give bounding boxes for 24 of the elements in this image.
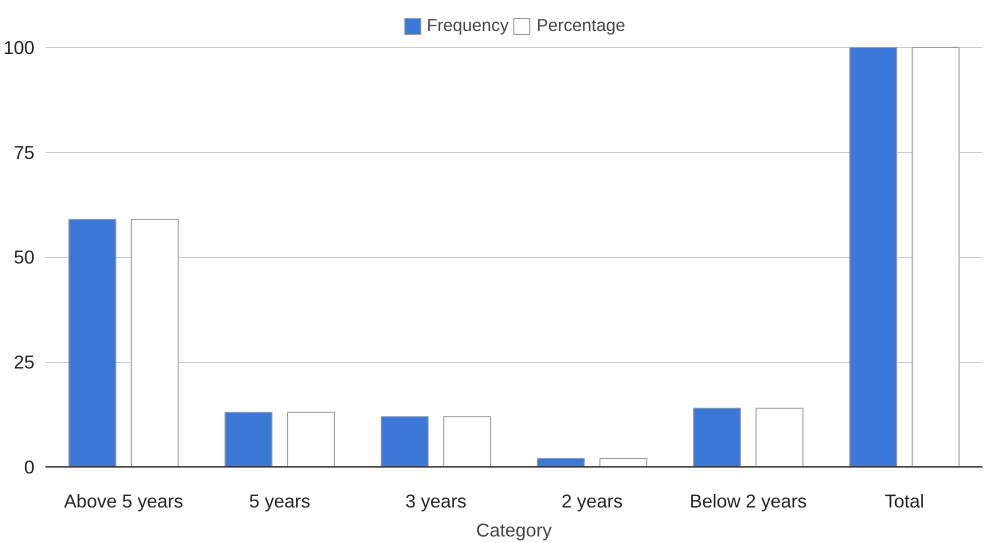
bar (912, 46, 960, 468)
y-tick-label: 0 (24, 456, 35, 478)
x-tick-label: 3 years (405, 490, 467, 512)
bar (287, 412, 335, 468)
y-tick-label: 25 (14, 352, 35, 373)
x-tick-label: Total (884, 490, 924, 512)
legend-label: Frequency (426, 15, 509, 36)
y-tick-label: 75 (14, 142, 35, 163)
legend-label: Percentage (536, 15, 626, 36)
bar (693, 408, 741, 468)
x-tick-label: 5 years (249, 490, 310, 512)
bar (849, 46, 898, 468)
x-axis-title: Category (476, 520, 553, 540)
bar (224, 412, 272, 468)
x-tick-label: 2 years (561, 490, 623, 512)
x-tick-label: Below 2 years (690, 490, 807, 512)
x-tick-label: Above 5 years (64, 490, 184, 512)
bar (380, 416, 429, 468)
y-tick-label: 50 (14, 246, 35, 268)
bar (443, 416, 492, 468)
bar (130, 218, 179, 468)
bar (68, 218, 116, 468)
y-tick-label: 100 (3, 36, 35, 58)
bar (756, 408, 804, 468)
